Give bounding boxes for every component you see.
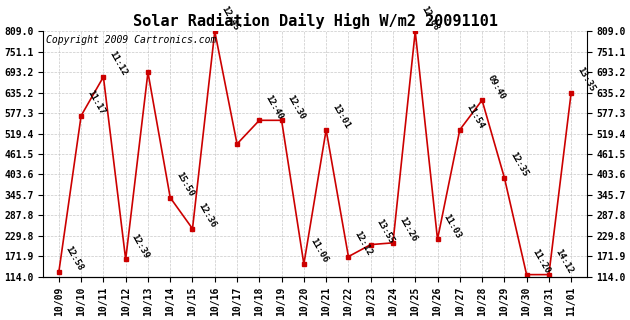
Text: 13:55: 13:55 <box>375 218 396 245</box>
Text: 12:45: 12:45 <box>219 4 240 32</box>
Text: 12:12: 12:12 <box>353 229 374 257</box>
Text: 11:12: 11:12 <box>108 50 129 77</box>
Text: 12:36: 12:36 <box>197 202 218 229</box>
Text: 11:20: 11:20 <box>530 247 552 275</box>
Text: 12:39: 12:39 <box>130 232 151 260</box>
Text: 13:01: 13:01 <box>330 103 352 131</box>
Text: 11:06: 11:06 <box>308 237 329 265</box>
Text: 11:17: 11:17 <box>85 89 106 116</box>
Text: 15:50: 15:50 <box>175 171 196 198</box>
Text: 09:40: 09:40 <box>486 73 507 101</box>
Text: 11:54: 11:54 <box>464 103 485 131</box>
Text: 12:35: 12:35 <box>508 150 530 178</box>
Text: Copyright 2009 Cartronics.com: Copyright 2009 Cartronics.com <box>46 35 216 45</box>
Text: 12:40: 12:40 <box>263 93 285 121</box>
Title: Solar Radiation Daily High W/m2 20091101: Solar Radiation Daily High W/m2 20091101 <box>132 13 498 29</box>
Text: 14:12: 14:12 <box>553 247 575 275</box>
Text: 12:26: 12:26 <box>397 216 418 244</box>
Text: 12:30: 12:30 <box>286 93 307 121</box>
Text: 12:58: 12:58 <box>63 244 84 272</box>
Text: 11:03: 11:03 <box>442 212 463 240</box>
Text: 13:35: 13:35 <box>575 66 597 93</box>
Text: 12:08: 12:08 <box>420 4 440 32</box>
